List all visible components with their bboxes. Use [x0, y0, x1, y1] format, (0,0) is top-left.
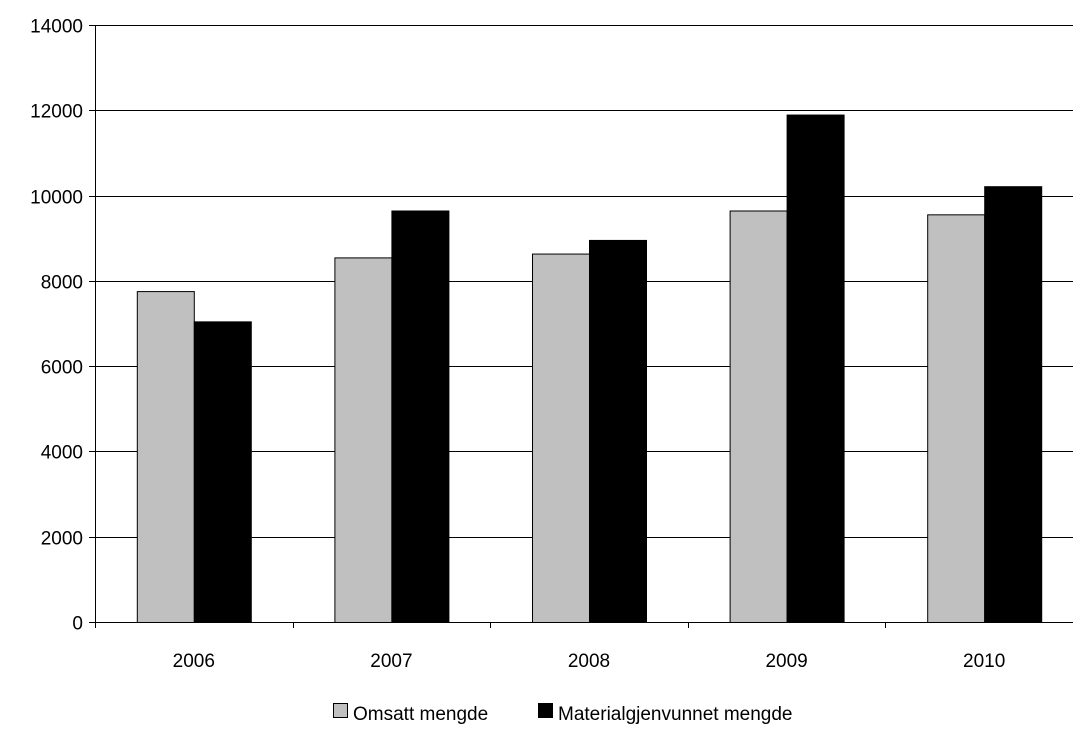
- bars: [136, 114, 1043, 624]
- axes: [89, 25, 1073, 628]
- y-tick-label: 6000: [41, 358, 83, 379]
- bar-materialgjenvunnet-2008: [589, 239, 647, 623]
- y-tick-label: 0: [72, 614, 83, 635]
- bar-materialgjenvunnet-2009: [786, 114, 845, 624]
- x-tick-label: 2010: [963, 651, 1005, 672]
- y-tick-label: 10000: [30, 188, 83, 209]
- bar-omsatt-2008: [532, 253, 590, 624]
- bar-omsatt-2010: [927, 214, 986, 623]
- legend-label-omsatt: Omsatt mengde: [353, 704, 488, 725]
- y-tick-labels: 0 2000 4000 6000 8000 10000 12000 14000: [30, 17, 83, 635]
- x-tick-label: 2008: [568, 651, 610, 672]
- bar-materialgjenvunnet-2007: [391, 210, 450, 623]
- legend-swatch-omsatt: [333, 703, 348, 718]
- legend-swatch-materialgjenvunnet: [538, 703, 553, 718]
- bar-materialgjenvunnet-2006: [193, 321, 252, 623]
- bar-omsatt-2006: [136, 291, 195, 623]
- legend-label-materialgjenvunnet: Materialgjenvunnet mengde: [558, 704, 793, 725]
- x-tick-label: 2006: [173, 651, 215, 672]
- x-tick-labels: 2006 2007 2008 2009 2010: [173, 651, 1006, 672]
- bar-omsatt-2007: [334, 257, 393, 623]
- y-tick-label: 8000: [41, 273, 83, 294]
- y-tick-label: 4000: [41, 443, 83, 464]
- bar-materialgjenvunnet-2010: [984, 186, 1043, 623]
- bar-omsatt-2009: [729, 210, 788, 623]
- legend: Omsatt mengde Materialgjenvunnet mengde: [333, 703, 793, 725]
- x-tick-label: 2009: [765, 651, 807, 672]
- x-tick-label: 2007: [370, 651, 412, 672]
- y-tick-label: 2000: [41, 529, 83, 550]
- y-tick-label: 12000: [30, 102, 83, 123]
- y-tick-label: 14000: [30, 17, 83, 38]
